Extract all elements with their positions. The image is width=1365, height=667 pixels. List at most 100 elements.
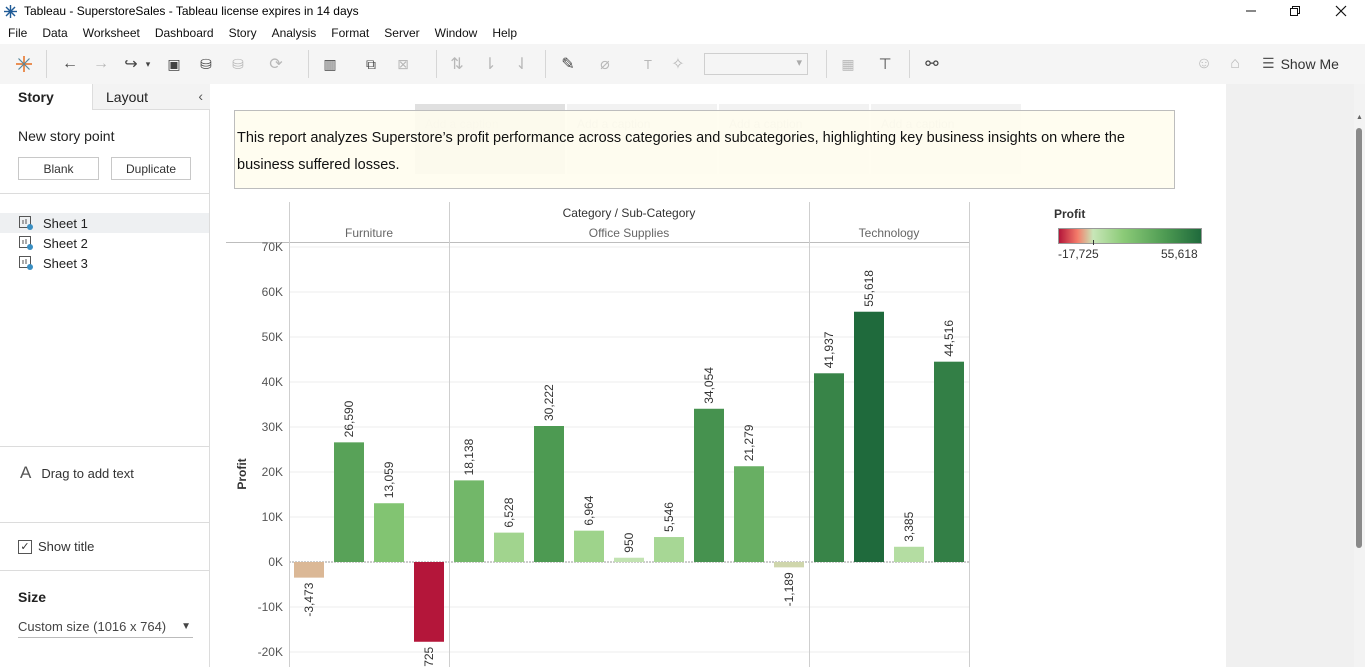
- toolbar-separator: [436, 50, 437, 78]
- y-axis-label: Profit: [235, 458, 249, 489]
- title-bar: Tableau - SuperstoreSales - Tableau lice…: [0, 0, 1365, 22]
- ask-data-button[interactable]: ☺: [1192, 52, 1216, 76]
- chevron-down-icon: ▾: [145, 58, 151, 69]
- sheet-icon: [19, 236, 33, 250]
- clear-sheet-button[interactable]: ⊠: [391, 52, 415, 76]
- paint-roller-icon: ⌂: [1230, 55, 1240, 72]
- new-story-point-heading: New story point: [18, 128, 115, 144]
- fix-axes-button[interactable]: ✧: [666, 52, 690, 76]
- toolbar-separator: [545, 50, 546, 78]
- menu-story[interactable]: Story: [228, 26, 257, 40]
- menu-bar: File Data Worksheet Dashboard Story Anal…: [0, 22, 1365, 44]
- legend-max-label: 55,618: [1161, 247, 1198, 261]
- bar: [774, 562, 804, 568]
- tab-story[interactable]: Story: [0, 84, 92, 110]
- replay-button[interactable]: ↪: [119, 52, 143, 76]
- menu-file[interactable]: File: [8, 26, 28, 40]
- group-button[interactable]: ⌀: [593, 52, 617, 76]
- presentation-mode-button[interactable]: ⊤: [873, 52, 897, 76]
- text-object-icon: A: [20, 463, 32, 482]
- restore-button[interactable]: [1272, 1, 1318, 21]
- y-tick-label: 70K: [262, 240, 283, 254]
- blank-button[interactable]: Blank: [18, 157, 99, 180]
- show-title-checkbox[interactable]: ✓ Show title: [18, 539, 94, 554]
- bar-label: 18,138: [462, 438, 476, 475]
- bar-label: 44,516: [942, 320, 956, 357]
- size-heading: Size: [18, 589, 47, 605]
- bar: [854, 311, 884, 562]
- menu-worksheet[interactable]: Worksheet: [82, 26, 140, 40]
- tab-layout[interactable]: Layout ‹: [92, 84, 210, 110]
- category-header-2: Technology: [859, 226, 920, 240]
- refresh-icon: ⟳: [269, 56, 283, 73]
- y-tick-label: 30K: [262, 420, 283, 434]
- bar-label: 3,385: [902, 511, 916, 541]
- refresh-button[interactable]: ⟳: [264, 52, 288, 76]
- bar: [534, 426, 564, 562]
- menu-analysis[interactable]: Analysis: [271, 26, 317, 40]
- chart-title: Category / Sub-Category: [563, 206, 696, 220]
- arrow-right-icon: →: [93, 55, 109, 72]
- collapse-panel-icon[interactable]: ‹: [198, 88, 203, 104]
- new-data-source-button[interactable]: ⛁: [194, 52, 218, 76]
- sort-ascending-button[interactable]: ⇂: [478, 52, 502, 76]
- swap-icon: ⇅: [450, 56, 464, 73]
- scrollbar-thumb[interactable]: [1356, 128, 1362, 548]
- share-button[interactable]: ⚯: [920, 52, 944, 76]
- y-tick-label: 40K: [262, 375, 283, 389]
- minimize-button[interactable]: [1228, 1, 1274, 21]
- undo-button[interactable]: ←: [58, 52, 82, 76]
- bar: [294, 562, 324, 578]
- sheet-item-1[interactable]: Sheet 1: [0, 213, 209, 233]
- bar: [374, 503, 404, 562]
- toolbar: ← → ↪ ▾ ▣ ⛁ ⛁ ⟳ ▥ ⧉ ⊠ ⇅ ⇂ ⇃ ✎ ⌀ T ✧ ▦ ⊤ …: [0, 44, 1365, 84]
- pause-updates-button[interactable]: ⛁: [226, 52, 250, 76]
- menu-window[interactable]: Window: [434, 26, 478, 40]
- redo-button[interactable]: →: [89, 52, 113, 76]
- menu-format[interactable]: Format: [331, 26, 370, 40]
- sheet-item-3[interactable]: Sheet 3: [0, 253, 209, 273]
- sheet-label: Sheet 1: [43, 215, 88, 231]
- show-cards-button[interactable]: ▦: [836, 52, 860, 76]
- window-title: Tableau - SuperstoreSales - Tableau lice…: [24, 4, 359, 18]
- y-tick-label: 10K: [262, 510, 283, 524]
- cards-icon: ▦: [841, 55, 855, 72]
- vertical-scrollbar[interactable]: ▲: [1354, 84, 1365, 667]
- format-painter-button[interactable]: ⌂: [1223, 52, 1247, 76]
- pin-icon: ✧: [671, 56, 685, 73]
- sort-descending-button[interactable]: ⇃: [510, 52, 534, 76]
- replay-dropdown[interactable]: ▾: [142, 52, 154, 76]
- bar-label: 950: [622, 532, 636, 552]
- save-button[interactable]: ▣: [162, 52, 186, 76]
- swap-button[interactable]: ⇅: [445, 52, 469, 76]
- new-worksheet-button[interactable]: ▥: [318, 52, 342, 76]
- menu-dashboard[interactable]: Dashboard: [154, 26, 214, 40]
- report-text-box[interactable]: This report analyzes Superstore’s profit…: [234, 110, 1175, 189]
- show-labels-button[interactable]: T: [636, 52, 660, 76]
- bar-label: 34,054: [702, 367, 716, 404]
- duplicate-sheet-button[interactable]: ⧉: [359, 52, 383, 76]
- scroll-up-icon[interactable]: ▲: [1356, 114, 1363, 121]
- datasource-icon: ⛁: [232, 55, 244, 72]
- close-button[interactable]: [1318, 1, 1364, 21]
- color-legend-bar[interactable]: [1058, 228, 1202, 244]
- bar: [414, 562, 444, 642]
- paperclip-icon: ⌀: [600, 56, 610, 73]
- category-header-1: Office Supplies: [589, 226, 670, 240]
- duplicate-button[interactable]: Duplicate: [111, 157, 191, 180]
- sheet-item-2[interactable]: Sheet 2: [0, 233, 209, 253]
- size-dropdown[interactable]: Custom size (1016 x 764) ▼: [18, 619, 193, 638]
- tableau-home-button[interactable]: [12, 52, 36, 76]
- menu-help[interactable]: Help: [492, 26, 517, 40]
- menu-data[interactable]: Data: [42, 26, 68, 40]
- bar: [934, 361, 964, 562]
- show-me-button[interactable]: ☰ Show Me: [1262, 55, 1339, 72]
- drag-to-add-text[interactable]: A Drag to add text: [20, 463, 134, 483]
- bar: [574, 530, 604, 562]
- fit-dropdown[interactable]: [704, 53, 808, 75]
- highlight-button[interactable]: ✎: [556, 52, 580, 76]
- menu-server[interactable]: Server: [384, 26, 420, 40]
- sort-ascending-icon: ⇂: [483, 56, 497, 73]
- category-header-0: Furniture: [345, 226, 393, 240]
- story-panel: Story Layout ‹ New story point Blank Dup…: [0, 84, 210, 667]
